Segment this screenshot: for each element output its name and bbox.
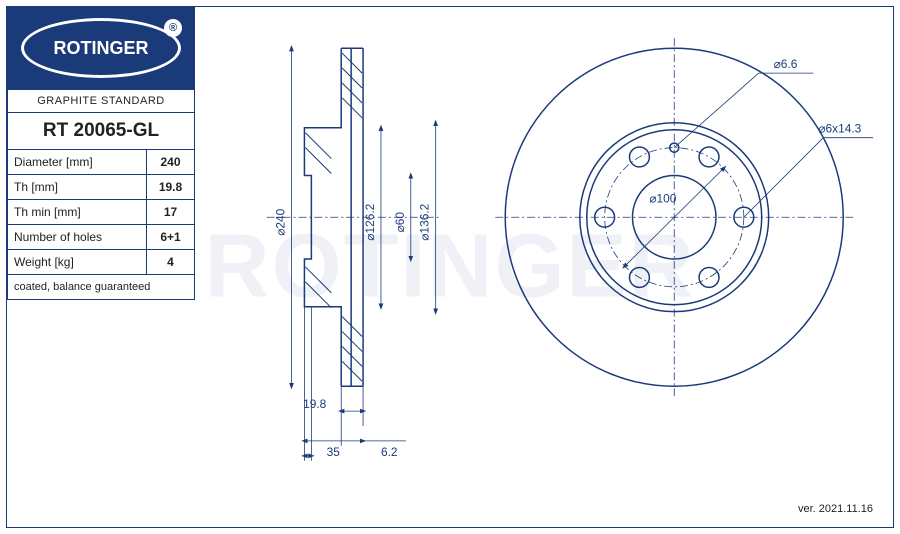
dim-small-hole: ⌀6.6 (774, 57, 798, 71)
dim-bolt-circle: ⌀100 (649, 191, 676, 205)
table-row: Weight [kg] 4 (8, 250, 195, 275)
dim-step-diameter: ⌀136.2 (418, 203, 432, 240)
spec-value: 6+1 (147, 225, 195, 250)
drawing-svg: ⌀240 ⌀126.2 ⌀60 ⌀136.2 19.8 35 6.2 (207, 17, 883, 497)
spec-note: coated, balance guaranteed (8, 275, 195, 300)
spec-label: Th [mm] (8, 175, 147, 200)
spec-value: 17 (147, 200, 195, 225)
table-row: Number of holes 6+1 (8, 225, 195, 250)
spec-label: Diameter [mm] (8, 150, 147, 175)
dim-offset: 35 (327, 445, 341, 459)
part-number: RT 20065-GL (8, 113, 195, 150)
brand-name: ROTINGER (53, 38, 148, 59)
brand-logo-ellipse: ROTINGER ® (21, 18, 181, 78)
spec-value: 240 (147, 150, 195, 175)
table-row: Th [mm] 19.8 (8, 175, 195, 200)
spec-label: Number of holes (8, 225, 147, 250)
brand-logo: ROTINGER ® (7, 7, 195, 89)
outer-frame: ROTINGER ® GRAPHITE STANDARD RT 20065-GL… (6, 6, 894, 528)
dim-thickness: 19.8 (303, 397, 327, 411)
registered-mark: ® (164, 19, 182, 37)
version-label: ver. 2021.11.16 (798, 503, 873, 515)
dim-bolt-holes: ⌀6x14.3 (818, 122, 861, 136)
dim-outer-diameter: ⌀240 (274, 208, 288, 235)
section-view: ⌀240 ⌀126.2 ⌀60 ⌀136.2 19.8 35 6.2 (267, 48, 441, 461)
dim-flange: 6.2 (381, 445, 398, 459)
spec-value: 4 (147, 250, 195, 275)
table-row: Th min [mm] 17 (8, 200, 195, 225)
technical-drawing: ⌀240 ⌀126.2 ⌀60 ⌀136.2 19.8 35 6.2 (207, 17, 883, 497)
front-view: ⌀6.6 ⌀6x14.3 ⌀100 (495, 38, 873, 396)
spec-label: Th min [mm] (8, 200, 147, 225)
standard-label: GRAPHITE STANDARD (8, 90, 195, 113)
table-row: Diameter [mm] 240 (8, 150, 195, 175)
dim-center-bore: ⌀60 (393, 212, 407, 233)
spec-table: GRAPHITE STANDARD RT 20065-GL Diameter [… (7, 89, 195, 300)
spec-label: Weight [kg] (8, 250, 147, 275)
dim-hub-diameter: ⌀126.2 (363, 203, 377, 240)
spec-value: 19.8 (147, 175, 195, 200)
